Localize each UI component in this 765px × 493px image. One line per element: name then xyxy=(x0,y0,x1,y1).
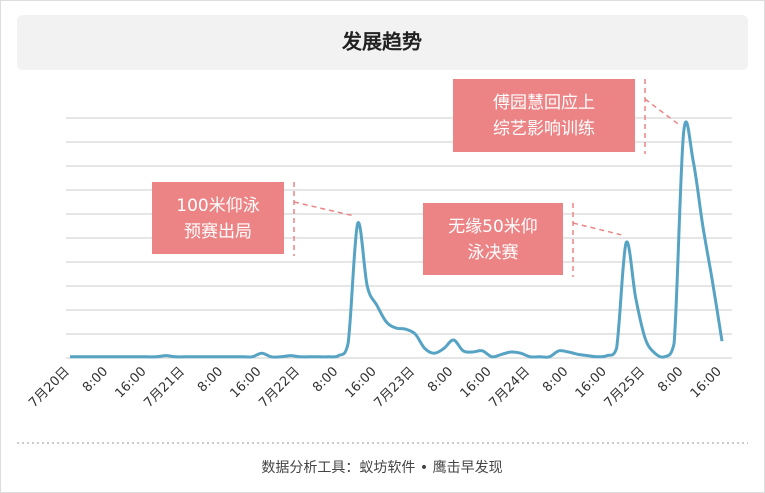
title-box xyxy=(17,15,748,70)
chart-title: 发展趋势 xyxy=(341,30,422,54)
annotation-text: 傅园慧回应上 xyxy=(493,93,595,113)
annotation-text: 综艺影响训练 xyxy=(493,119,595,139)
annotation-text: 泳决赛 xyxy=(468,242,519,263)
annotation-leader xyxy=(644,98,680,125)
annotation-text: 无缘50米仰 xyxy=(448,217,538,237)
annotation-text: 预赛出局 xyxy=(184,221,252,242)
annotation-box xyxy=(152,182,284,254)
line xyxy=(70,120,724,359)
annotation-box xyxy=(453,79,635,152)
annotation-leader xyxy=(293,201,353,217)
footer: 数据分析工具：蚁坊软件 • 鹰击早发现 xyxy=(261,460,502,476)
annotation-box xyxy=(423,203,563,275)
annotation-text: 100米仰泳 xyxy=(176,196,259,216)
